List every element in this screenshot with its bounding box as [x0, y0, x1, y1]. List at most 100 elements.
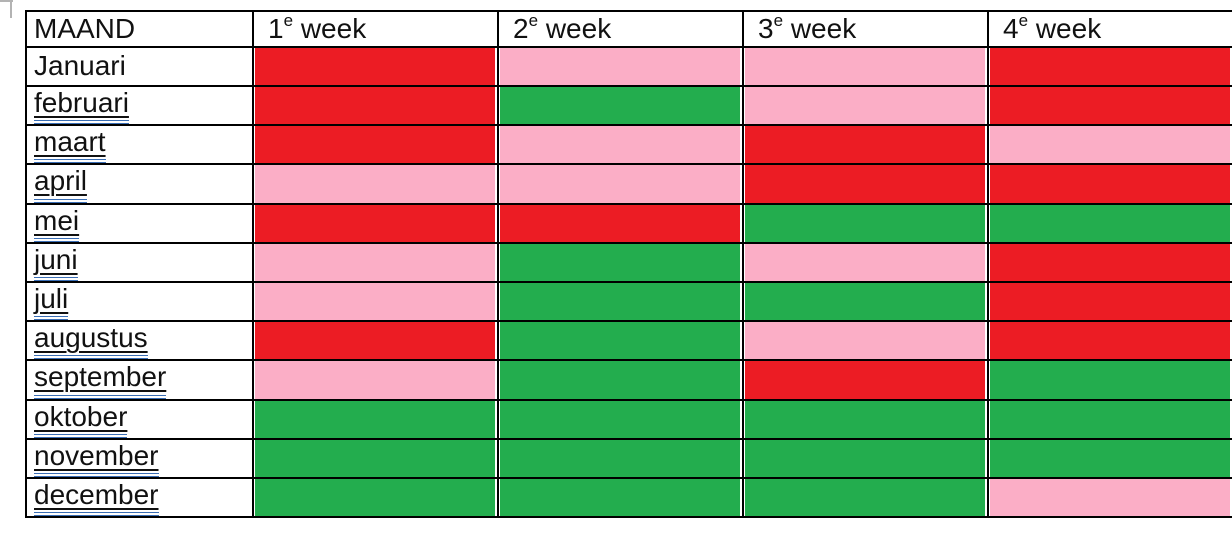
header-cell-week-3[interactable]: 3e week [742, 10, 989, 48]
month-label: juni [34, 245, 78, 280]
cell-fill [745, 401, 985, 437]
header-label: 1 [268, 13, 284, 44]
week-cell-2[interactable] [497, 46, 744, 87]
week-cell-3[interactable] [742, 163, 989, 205]
header-superscript: e [1018, 11, 1029, 30]
week-cell-2[interactable] [497, 398, 744, 440]
week-cell-4[interactable] [987, 280, 1232, 323]
week-cell-3[interactable] [742, 84, 989, 127]
month-label: september [34, 362, 167, 398]
month-cell[interactable]: november [25, 437, 254, 479]
week-cell-4[interactable] [987, 163, 1232, 205]
month-cell[interactable]: mei [25, 202, 254, 244]
week-cell-2[interactable] [497, 202, 744, 244]
week-cell-2[interactable] [497, 241, 744, 283]
week-cell-3[interactable] [742, 476, 989, 519]
cell-fill [745, 166, 985, 202]
week-cell-4[interactable] [987, 241, 1232, 283]
header-cell-week-1[interactable]: 1e week [252, 10, 499, 48]
month-cell[interactable]: september [25, 359, 254, 401]
cell-fill [745, 244, 985, 280]
cell-fill [500, 244, 740, 280]
week-cell-3[interactable] [742, 280, 989, 323]
month-cell[interactable]: oktober [25, 398, 254, 440]
month-cell[interactable]: februari [25, 84, 254, 127]
cell-fill [500, 479, 740, 516]
week-cell-2[interactable] [497, 437, 744, 479]
month-cell[interactable]: augustus [25, 320, 254, 362]
month-cell[interactable]: maart [25, 124, 254, 166]
week-cell-1[interactable] [252, 163, 499, 205]
month-cell[interactable]: juni [25, 241, 254, 283]
week-cell-2[interactable] [497, 359, 744, 401]
cell-fill [990, 479, 1230, 516]
week-cell-4[interactable] [987, 359, 1232, 401]
cell-fill [745, 479, 985, 516]
table-row: april [25, 163, 1232, 205]
header-cell-week-2[interactable]: 2e week [497, 10, 744, 48]
week-cell-1[interactable] [252, 84, 499, 127]
table-row: mei [25, 202, 1232, 244]
week-cell-3[interactable] [742, 241, 989, 283]
week-cell-4[interactable] [987, 476, 1232, 519]
week-cell-4[interactable] [987, 320, 1232, 362]
header-superscript: e [773, 11, 784, 30]
week-cell-2[interactable] [497, 163, 744, 205]
header-label-rest: week [538, 13, 612, 44]
week-cell-4[interactable] [987, 84, 1232, 127]
week-cell-1[interactable] [252, 320, 499, 362]
week-cell-1[interactable] [252, 437, 499, 479]
schedule-body: Januari februari maart april mei juni [25, 46, 1232, 519]
week-cell-3[interactable] [742, 398, 989, 440]
week-cell-4[interactable] [987, 202, 1232, 244]
cell-fill [745, 205, 985, 241]
table-row: Januari [25, 46, 1232, 87]
month-cell[interactable]: juli [25, 280, 254, 323]
week-cell-1[interactable] [252, 398, 499, 440]
week-cell-1[interactable] [252, 476, 499, 519]
cell-fill [990, 166, 1230, 202]
week-cell-2[interactable] [497, 84, 744, 127]
week-cell-3[interactable] [742, 202, 989, 244]
header-label: 3 [758, 13, 774, 44]
week-cell-2[interactable] [497, 124, 744, 166]
cell-fill [255, 205, 495, 241]
header-cell-maand[interactable]: MAAND [25, 10, 254, 48]
table-row: juli [25, 280, 1232, 323]
cell-fill [255, 166, 495, 202]
month-label: juli [34, 284, 69, 320]
week-cell-3[interactable] [742, 46, 989, 87]
cell-fill [745, 127, 985, 163]
cell-fill [255, 440, 495, 476]
week-cell-3[interactable] [742, 359, 989, 401]
week-cell-3[interactable] [742, 124, 989, 166]
week-cell-4[interactable] [987, 437, 1232, 479]
month-cell[interactable]: april [25, 163, 254, 205]
week-cell-1[interactable] [252, 359, 499, 401]
table-row: juni [25, 241, 1232, 283]
month-label: april [34, 166, 87, 202]
page-corner-mark-horizontal [0, 0, 13, 2]
week-cell-1[interactable] [252, 241, 499, 283]
table-row: december [25, 476, 1232, 519]
week-cell-1[interactable] [252, 124, 499, 166]
header-label-rest: week [293, 13, 367, 44]
week-cell-3[interactable] [742, 437, 989, 479]
week-cell-4[interactable] [987, 124, 1232, 166]
week-cell-3[interactable] [742, 320, 989, 362]
month-cell[interactable]: december [25, 476, 254, 519]
header-label: MAAND [34, 13, 136, 44]
table-row: augustus [25, 320, 1232, 362]
week-cell-1[interactable] [252, 202, 499, 244]
week-cell-1[interactable] [252, 46, 499, 87]
week-cell-2[interactable] [497, 280, 744, 323]
month-label: februari [34, 88, 129, 124]
week-cell-1[interactable] [252, 280, 499, 323]
cell-fill [990, 283, 1230, 320]
week-cell-2[interactable] [497, 476, 744, 519]
week-cell-4[interactable] [987, 46, 1232, 87]
week-cell-2[interactable] [497, 320, 744, 362]
header-cell-week-4[interactable]: 4e week [987, 10, 1232, 48]
month-cell[interactable]: Januari [25, 46, 254, 87]
week-cell-4[interactable] [987, 398, 1232, 440]
